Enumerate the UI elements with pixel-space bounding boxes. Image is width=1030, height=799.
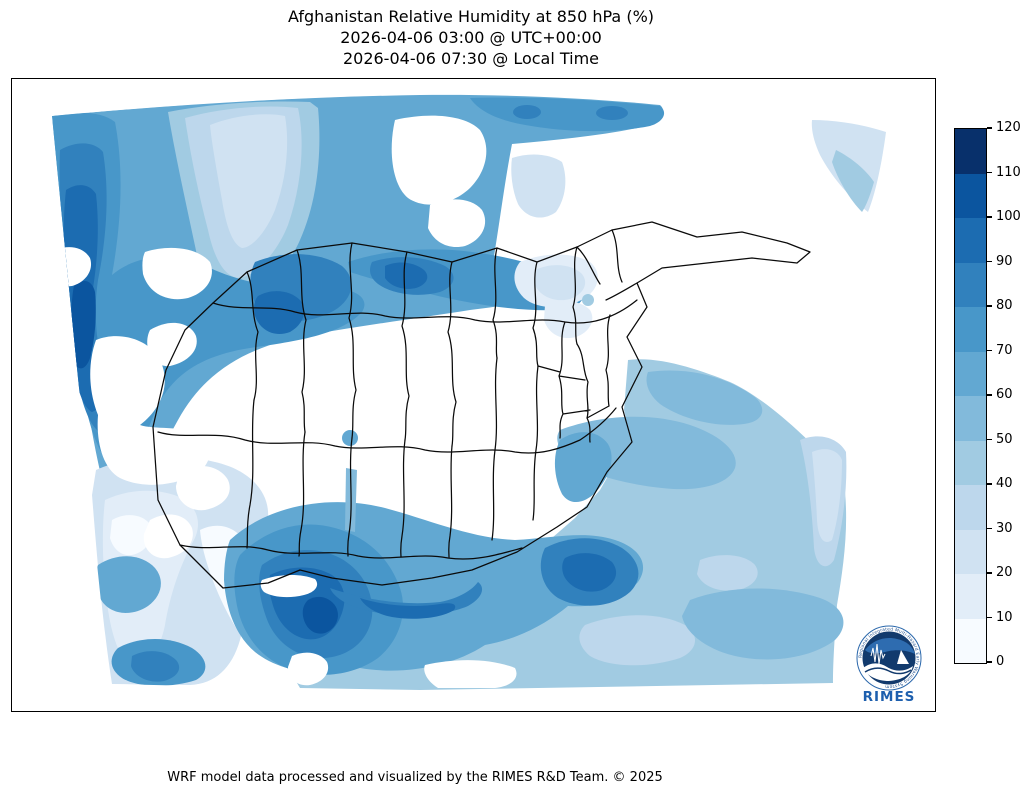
colorbar-tick [987, 349, 992, 352]
masked-area [428, 199, 486, 248]
province-boundaries [152, 221, 811, 589]
contour-patch [646, 370, 763, 425]
colorbar-tick-label: 90 [996, 253, 1013, 269]
chart-title: Afghanistan Relative Humidity at 850 hPa… [287, 7, 655, 26]
contour-patch [682, 588, 844, 660]
colorbar-tick [987, 127, 992, 129]
masked-area [176, 465, 230, 511]
contour-patch [385, 262, 428, 289]
colorbar-tick-label: 40 [996, 476, 1013, 491]
contour-patch [582, 294, 594, 306]
contour-patch [131, 651, 180, 682]
wave-line [864, 667, 912, 675]
colorbar-segment [955, 529, 986, 574]
masked-area [143, 514, 193, 559]
contour-patch [511, 154, 566, 218]
contour-patch [210, 114, 288, 249]
colorbar-tick-label: 80 [996, 298, 1013, 313]
contour-patch [470, 97, 665, 132]
rimes-logo: Regional Integrated Multi-Hazard Early W… [851, 612, 928, 706]
colorbar-segment [955, 307, 986, 352]
colorbar-segment [955, 262, 986, 307]
colorbar-segment [955, 173, 986, 218]
masked-area [147, 322, 197, 367]
colorbar-tick [987, 394, 992, 396]
masked-area [142, 247, 212, 300]
colorbar-tick-label: 100 [996, 209, 1021, 224]
contour-patch [95, 556, 161, 613]
boundary-line [537, 229, 638, 443]
contour-patch [832, 150, 874, 212]
contour-patch [697, 555, 758, 591]
contour-patch [360, 598, 456, 619]
contour-patch [535, 265, 586, 301]
boundary-line [246, 242, 578, 447]
colorbar-tick-label: 50 [996, 431, 1013, 447]
colorbar-segment [955, 129, 986, 174]
colorbar-tick [987, 616, 992, 619]
colorbar-segment [955, 574, 986, 619]
colorbar [954, 128, 987, 664]
colorbar-segment [955, 618, 986, 663]
contour-patch [302, 596, 338, 634]
colorbar-tick [987, 260, 992, 263]
colorbar-tick-label: 120 [996, 120, 1021, 135]
boundary-line [157, 299, 638, 560]
colorbar-tick [987, 483, 992, 485]
colorbar-tick-label: 110 [996, 164, 1021, 180]
contour-patch [342, 430, 358, 446]
colorbar-segment [955, 218, 986, 263]
masked-area [424, 660, 517, 688]
colorbar-tick [987, 305, 992, 307]
contour-patch [110, 515, 152, 556]
contour-patch [596, 106, 628, 120]
contour-patch [544, 300, 593, 339]
chart-subtitle-utc: 2026-04-06 03:00 @ UTC+00:00 [340, 28, 602, 47]
country-outline [152, 221, 811, 589]
colorbar-segment [955, 351, 986, 396]
colorbar-tick [987, 171, 992, 174]
colorbar-tick [987, 572, 992, 574]
contour-patch [71, 280, 96, 369]
contour-patch [513, 105, 541, 119]
colorbar-segment [955, 396, 986, 441]
colorbar-tick-label: 30 [996, 520, 1013, 536]
contour-patch [812, 449, 842, 542]
colorbar-tick [987, 527, 992, 530]
colorbar-tick [987, 216, 992, 218]
colorbar-tick [987, 661, 992, 663]
colorbar-tick-label: 70 [996, 342, 1013, 358]
seismogram-icon [870, 643, 886, 665]
masked-area [90, 336, 210, 485]
colorbar-tick [987, 438, 992, 441]
sail-icon [897, 650, 909, 664]
colorbar-segment [955, 440, 986, 485]
chart-subtitle-local: 2026-04-06 07:30 @ Local Time [342, 49, 600, 68]
boundary-line [246, 357, 539, 558]
footer-credit: WRF model data processed and visualized … [167, 770, 663, 785]
masked-area [391, 115, 487, 205]
colorbar-tick-label: 10 [996, 609, 1013, 625]
colorbar-tick-label: 20 [996, 565, 1013, 580]
contour-fill-layer [52, 94, 886, 690]
contour-patch [579, 615, 696, 666]
colorbar-tick-label: 0 [996, 654, 1005, 669]
masked-area [288, 652, 329, 686]
logo-wordmark: RIMES [863, 689, 916, 705]
contour-patch [254, 291, 305, 335]
colorbar-segment [955, 485, 986, 530]
colorbar-tick-label: 60 [996, 387, 1013, 402]
contour-patch [554, 432, 612, 503]
title-block: Afghanistan Relative Humidity at 850 hPa… [288, 6, 654, 69]
contour-patch [562, 553, 617, 592]
